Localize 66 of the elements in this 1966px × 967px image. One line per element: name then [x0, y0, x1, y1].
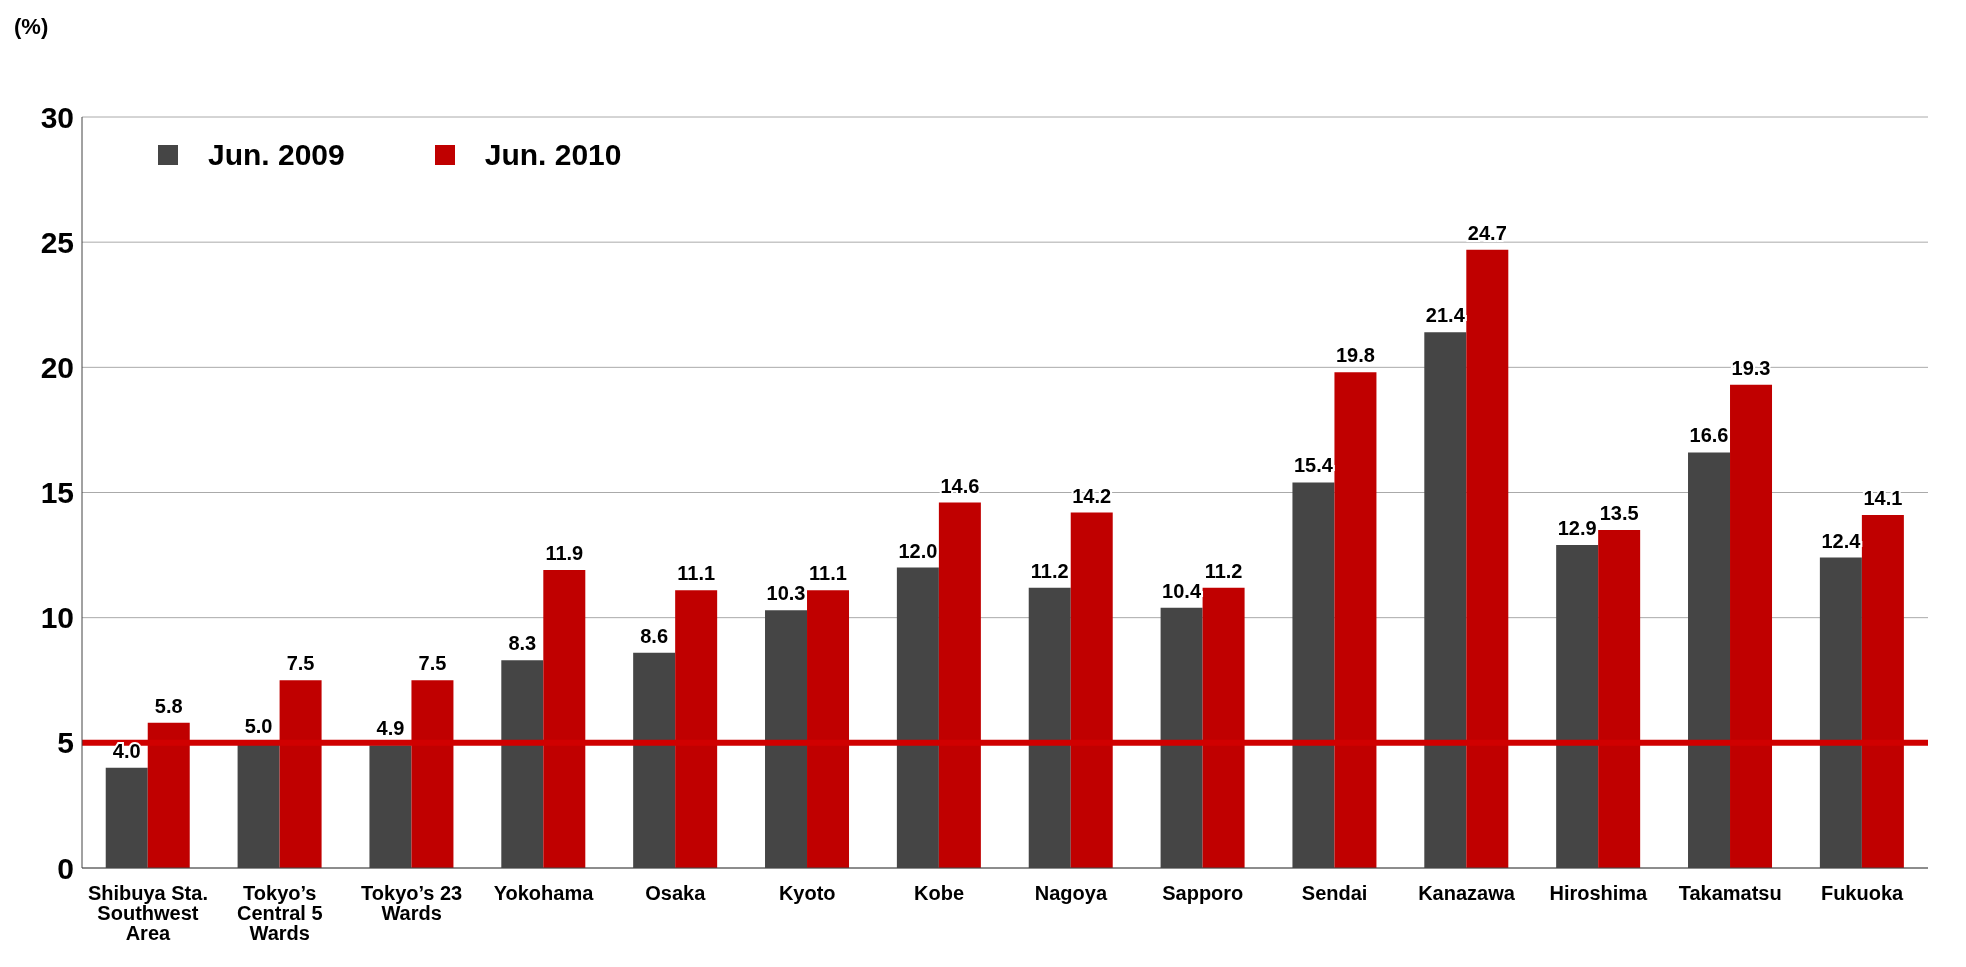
- x-tick-label: Hiroshima: [1549, 882, 1649, 904]
- data-label: 13.5: [1599, 502, 1639, 525]
- x-tick-label: Fukuoka: [1820, 882, 1905, 904]
- x-tick-label: Tokyo’s Central 5 Wards: [236, 882, 323, 944]
- y-tick-label: 15: [40, 476, 74, 510]
- data-label: 11.1: [677, 562, 716, 585]
- data-label: 4.0: [112, 739, 141, 762]
- data-label: 10.3: [766, 582, 806, 605]
- data-label: 12.4: [1821, 529, 1862, 552]
- data-label: 10.4: [1162, 579, 1202, 602]
- data-label: 14.1: [1863, 487, 1903, 510]
- data-label: 7.5: [418, 652, 447, 675]
- data-label: 11.2: [1030, 559, 1069, 582]
- bar: [1466, 249, 1509, 868]
- data-label: 19.3: [1731, 356, 1771, 379]
- data-label: 8.6: [640, 624, 669, 647]
- x-tick-label: Takamatsu: [1678, 882, 1782, 904]
- data-label: 8.3: [508, 632, 537, 655]
- x-tick-label: Yokohama: [493, 882, 595, 904]
- legend-label: Jun. 2010: [484, 138, 622, 172]
- bar: [1070, 512, 1113, 868]
- bar: [279, 680, 322, 868]
- data-label: 11.2: [1204, 559, 1243, 582]
- x-tick-label: Tokyo’s 23 Wards: [361, 882, 463, 924]
- bar: [1598, 530, 1641, 868]
- bar: [1730, 384, 1773, 868]
- data-label: 5.8: [154, 694, 183, 717]
- legend-label: Jun. 2009: [208, 138, 345, 172]
- bar: [807, 590, 850, 868]
- bar: [1861, 515, 1904, 868]
- data-label: 5.0: [244, 714, 273, 737]
- data-label: 16.6: [1689, 424, 1729, 447]
- bar: [411, 680, 454, 868]
- x-tick-label: Kanazawa: [1418, 882, 1516, 904]
- bar: [543, 570, 586, 868]
- data-label: 12.0: [898, 539, 938, 562]
- x-tick-label: Kyoto: [778, 882, 836, 904]
- y-tick-label: 25: [40, 225, 74, 259]
- x-tick-label: Nagoya: [1034, 882, 1108, 904]
- y-tick-label: 10: [40, 601, 74, 635]
- y-tick-label: 20: [40, 350, 74, 384]
- data-label: 24.7: [1467, 221, 1507, 244]
- x-tick-label: Osaka: [645, 882, 707, 904]
- data-label: 14.2: [1072, 484, 1112, 507]
- x-tick-label: Kobe: [914, 882, 965, 904]
- data-label: 11.1: [809, 562, 847, 585]
- y-axis-title: (%): [14, 14, 49, 40]
- x-tick-label: Sendai: [1301, 882, 1368, 904]
- y-tick-label: 30: [40, 100, 74, 134]
- bar: [675, 590, 718, 868]
- bar: [1202, 587, 1245, 868]
- data-label: 4.9: [376, 717, 405, 740]
- data-label: 7.5: [286, 652, 315, 675]
- data-label: 15.4: [1293, 454, 1334, 477]
- x-tick-label: Shibuya Sta. Southwest Area: [87, 882, 208, 944]
- x-tick-label: Sapporo: [1162, 882, 1244, 904]
- data-label: 19.8: [1335, 344, 1375, 367]
- bar: [938, 502, 981, 868]
- bar: [1334, 372, 1377, 868]
- data-label: 21.4: [1425, 304, 1466, 327]
- bar: [147, 722, 190, 868]
- data-label: 12.9: [1557, 517, 1597, 540]
- data-label: 11.9: [545, 542, 584, 565]
- y-tick-label: 0: [57, 851, 74, 885]
- data-label: 14.6: [940, 474, 980, 497]
- y-tick-label: 5: [57, 726, 74, 760]
